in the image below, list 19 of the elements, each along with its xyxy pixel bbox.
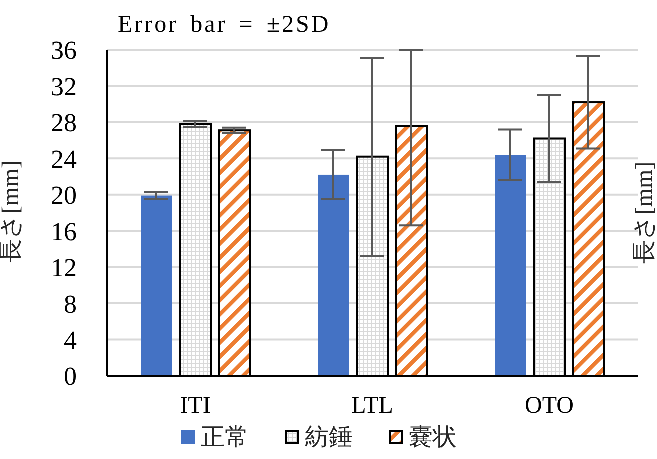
- chart-title: Error bar = ±2SD: [118, 12, 331, 39]
- x-tick-label: ITI: [180, 393, 211, 420]
- x-tick-label: OTO: [525, 393, 574, 420]
- legend-label: 正常: [201, 424, 249, 453]
- y-tick-label: 4: [64, 326, 77, 356]
- y-tick-label: 20: [51, 181, 77, 210]
- legend-label: 嚢状: [409, 424, 457, 453]
- y2-axis-title: 長さ[mm]: [631, 162, 657, 264]
- y-tick-label: 16: [51, 217, 77, 246]
- y-tick-label: 36: [51, 36, 77, 66]
- y-tick-label: 8: [64, 290, 77, 319]
- y-tick-label: 12: [51, 254, 77, 283]
- y-tick-label: 28: [51, 108, 77, 138]
- y-tick-label: 32: [51, 72, 77, 102]
- y-axis-title: 長さ[mm]: [0, 160, 25, 263]
- y-tick-label: 0: [64, 362, 77, 392]
- legend-label: 紡錘: [305, 424, 353, 453]
- x-tick-label: LTL: [352, 393, 394, 420]
- y-tick-label: 24: [51, 144, 77, 174]
